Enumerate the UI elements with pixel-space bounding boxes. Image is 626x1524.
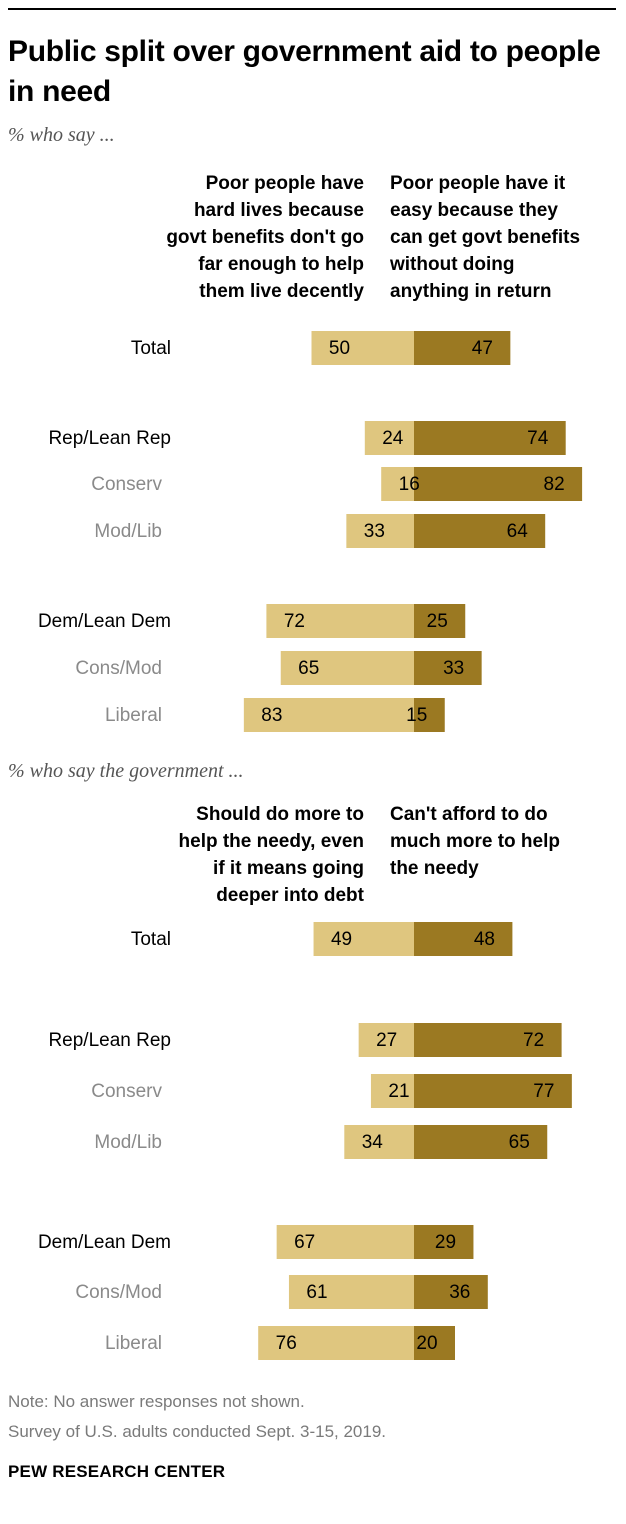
bar-right <box>414 1125 548 1159</box>
category-label: Dem/Lean Dem <box>38 1232 171 1253</box>
bar-right-value: 20 <box>416 1333 437 1354</box>
bar-right-value: 64 <box>507 521 529 542</box>
bar-left <box>358 1023 414 1057</box>
bar-right <box>414 1275 488 1309</box>
bar-left-value: 27 <box>376 1030 397 1051</box>
bar-left <box>276 1225 414 1259</box>
bar-left <box>381 467 414 501</box>
chart-1-left-heading: Poor people have hard lives because govt… <box>166 173 364 302</box>
brand-logo-text: PEW RESEARCH CENTER <box>8 1462 226 1481</box>
bar-right <box>414 922 513 956</box>
bar-left <box>280 651 414 685</box>
category-label: Cons/Mod <box>75 658 162 679</box>
chart-1-right-heading: Poor people have it easy because they ca… <box>390 173 581 302</box>
bar-right <box>414 421 566 455</box>
bar-right-value: 25 <box>427 611 448 632</box>
category-label: Liberal <box>105 1333 162 1354</box>
bar-right <box>414 651 482 685</box>
bar-left <box>344 1125 414 1159</box>
category-label: Total <box>131 338 171 359</box>
bar-left <box>370 1074 414 1108</box>
chart-2-right-heading: Can't afford to do much more to help the… <box>390 804 560 879</box>
bar-left <box>313 922 414 956</box>
bar-left-value: 33 <box>364 521 385 542</box>
bar-left-value: 67 <box>294 1232 315 1253</box>
chart-title: Public split over government aid to peop… <box>8 35 601 108</box>
category-label: Liberal <box>105 705 162 726</box>
bar-right-value: 74 <box>527 428 549 449</box>
bar-left <box>258 1326 414 1360</box>
bar-left <box>266 604 414 638</box>
bar-left <box>311 331 414 365</box>
bar-right-value: 47 <box>472 338 493 359</box>
bar-left-value: 49 <box>331 929 352 950</box>
bar-right <box>414 1074 572 1108</box>
source: Survey of U.S. adults conducted Sept. 3-… <box>8 1422 387 1441</box>
category-label: Dem/Lean Dem <box>38 611 171 632</box>
bar-left-value: 16 <box>399 474 420 495</box>
category-label: Conserv <box>91 474 162 495</box>
bar-right-value: 82 <box>544 474 565 495</box>
bar-right <box>414 1326 455 1360</box>
category-label: Cons/Mod <box>75 1282 162 1303</box>
chart-2-left-heading: Should do more to help the needy, even i… <box>178 804 364 906</box>
bar-right-value: 48 <box>474 929 495 950</box>
bar-right <box>414 604 466 638</box>
bar-left-value: 21 <box>388 1081 409 1102</box>
chart-1-subtitle: % who say ... <box>8 124 115 146</box>
category-label: Mod/Lib <box>94 1132 162 1153</box>
category-label: Conserv <box>91 1081 162 1102</box>
bar-left <box>243 698 414 732</box>
bar-right <box>414 514 546 548</box>
bar-left <box>364 421 414 455</box>
bar-right-value: 77 <box>533 1081 554 1102</box>
category-label: Mod/Lib <box>94 521 162 542</box>
bar-right <box>414 331 511 365</box>
category-label: Rep/Lean Rep <box>48 428 171 449</box>
bar-right-value: 33 <box>443 658 464 679</box>
chart-2-subtitle: % who say the government ... <box>8 760 244 782</box>
bar-left <box>288 1275 414 1309</box>
bar-left-value: 50 <box>329 338 350 359</box>
bar-right-value: 65 <box>509 1132 530 1153</box>
top-rule <box>8 8 616 10</box>
bar-right-value: 29 <box>435 1232 456 1253</box>
category-label: Total <box>131 929 171 950</box>
bar-left-value: 65 <box>298 658 319 679</box>
bar-right <box>414 1225 474 1259</box>
bar-left-value: 24 <box>382 428 404 449</box>
bar-left-value: 34 <box>362 1132 384 1153</box>
bar-right <box>414 698 445 732</box>
bar-right-value: 15 <box>406 705 427 726</box>
category-label: Rep/Lean Rep <box>48 1030 171 1051</box>
bar-right-value: 36 <box>449 1282 470 1303</box>
bar-left-value: 83 <box>261 705 282 726</box>
bar-right <box>414 467 583 501</box>
bar-left-value: 76 <box>276 1333 297 1354</box>
bar-left-value: 61 <box>306 1282 327 1303</box>
bar-left-value: 72 <box>284 611 305 632</box>
bar-right <box>414 1023 562 1057</box>
note: Note: No answer responses not shown. <box>8 1392 305 1411</box>
bar-right-value: 72 <box>523 1030 544 1051</box>
bar-left <box>346 514 414 548</box>
